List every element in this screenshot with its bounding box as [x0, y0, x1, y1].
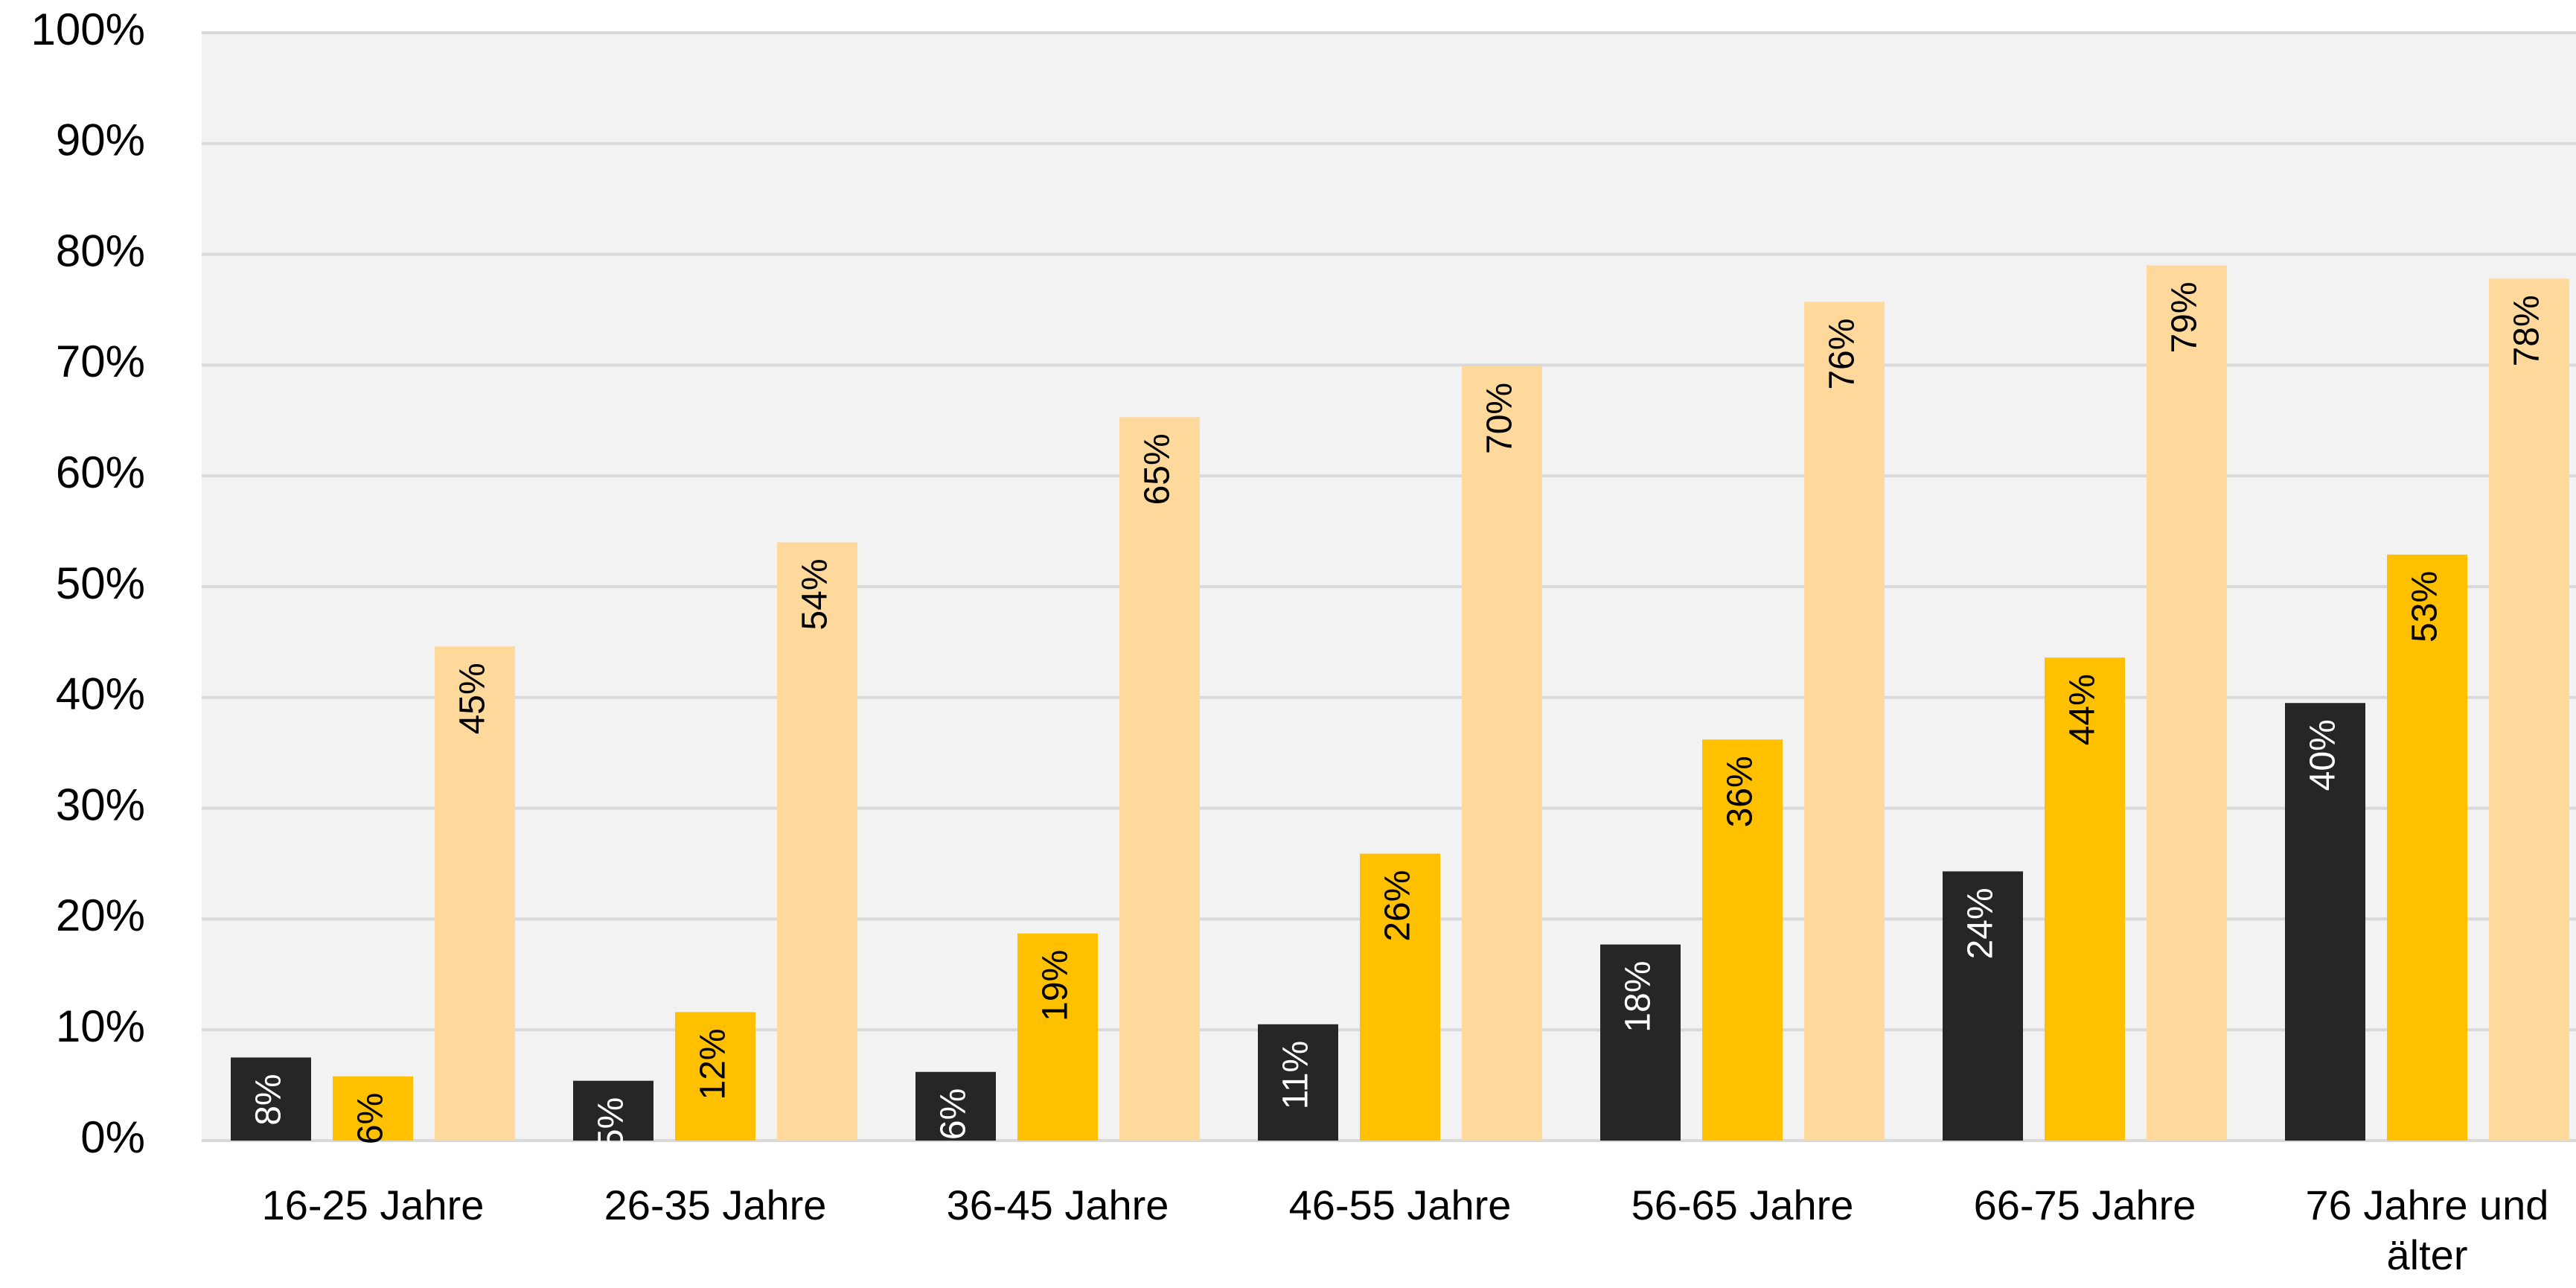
value-label: 70% — [1480, 383, 1520, 454]
value-label: 5% — [592, 1097, 631, 1149]
bar — [1119, 417, 1200, 1141]
value-label: 79% — [2165, 281, 2205, 353]
y-tick-label: 40% — [56, 669, 145, 719]
x-tick-label: 26-35 Jahre — [604, 1182, 827, 1228]
y-tick-label: 90% — [56, 115, 145, 165]
bar — [1360, 853, 1440, 1141]
bar — [915, 1071, 996, 1141]
bar — [1462, 366, 1542, 1141]
bar — [1943, 871, 2023, 1141]
bar — [1600, 944, 1681, 1141]
value-label: 6% — [351, 1093, 391, 1144]
bar — [333, 1076, 413, 1141]
y-tick-label: 10% — [56, 1001, 145, 1051]
value-label: 12% — [694, 1028, 733, 1100]
value-label: 18% — [1619, 961, 1658, 1033]
value-label: 8% — [249, 1074, 289, 1125]
bar — [2285, 703, 2365, 1141]
y-tick-label: 100% — [31, 4, 145, 54]
x-tick-label: 66-75 Jahre — [1973, 1182, 2196, 1228]
bar — [2045, 657, 2125, 1141]
y-tick-label: 20% — [56, 890, 145, 940]
value-label: 45% — [453, 663, 493, 734]
x-tick-label: 76 Jahre und älter — [2305, 1182, 2549, 1279]
bar — [231, 1057, 311, 1141]
value-label: 36% — [1721, 756, 1760, 827]
bar — [1258, 1024, 1338, 1141]
value-label: 54% — [796, 558, 835, 630]
value-label: 78% — [2508, 295, 2547, 366]
value-label: 11% — [1276, 1041, 1316, 1110]
y-tick-label: 30% — [56, 780, 145, 829]
y-tick-label: 50% — [56, 558, 145, 608]
bar — [1702, 739, 1783, 1141]
value-label: 65% — [1138, 433, 1177, 505]
bar — [777, 542, 857, 1141]
value-label: 53% — [2406, 571, 2445, 643]
x-tick-label: 36-45 Jahre — [946, 1182, 1169, 1228]
x-tick-label: 56-65 Jahre — [1631, 1182, 1854, 1228]
value-label: 6% — [934, 1088, 974, 1140]
bar — [675, 1012, 755, 1141]
value-label: 76% — [1823, 319, 1862, 390]
bar — [2387, 554, 2467, 1141]
y-tick-label: 0% — [80, 1112, 145, 1162]
y-tick-label: 70% — [56, 337, 145, 386]
bar — [2147, 265, 2227, 1141]
y-tick-label: 60% — [56, 447, 145, 497]
bar — [1804, 302, 1885, 1141]
value-label: 24% — [1961, 887, 2001, 959]
x-tick-label: 46-55 Jahre — [1288, 1182, 1512, 1228]
value-label: 19% — [1036, 950, 1076, 1021]
value-label: 26% — [1378, 870, 1418, 942]
bar — [1017, 933, 1098, 1141]
value-label: 44% — [2063, 674, 2103, 745]
bar — [573, 1080, 653, 1141]
bar — [2489, 278, 2569, 1141]
value-label: 40% — [2304, 719, 2343, 791]
bar — [435, 646, 515, 1141]
y-tick-label: 80% — [56, 226, 145, 275]
x-tick-label: 16-25 Jahre — [261, 1182, 485, 1228]
